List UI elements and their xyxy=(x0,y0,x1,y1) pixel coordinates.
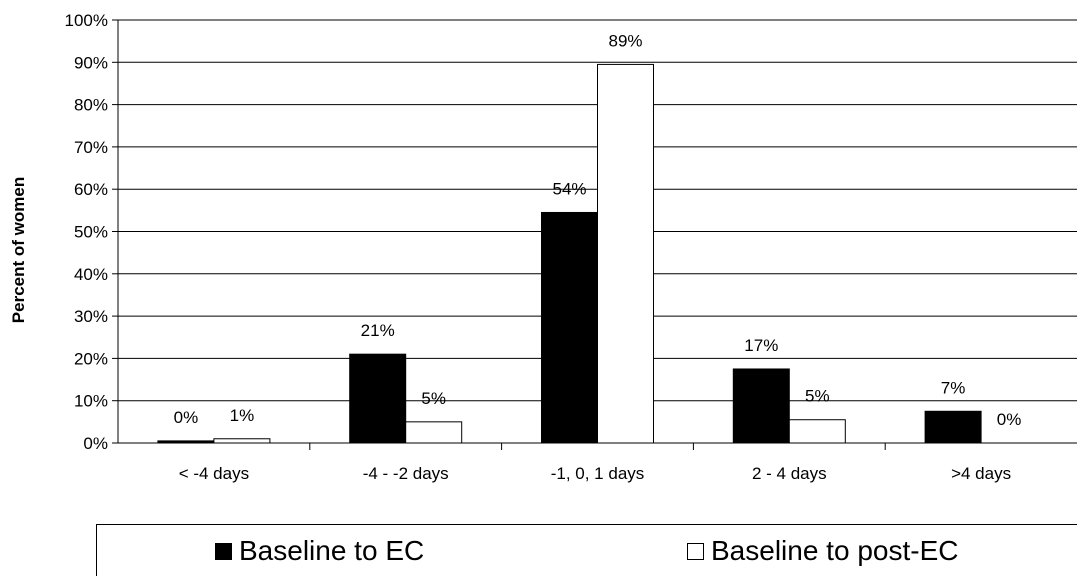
y-tick-label: 0% xyxy=(83,434,108,453)
data-label: 54% xyxy=(552,179,586,198)
bar xyxy=(349,353,407,444)
data-label: 1% xyxy=(230,406,255,425)
bar xyxy=(541,211,598,444)
y-tick-label: 100% xyxy=(65,11,108,30)
data-label: 0% xyxy=(174,408,199,427)
legend-swatch-baseline-to-post-ec xyxy=(687,542,704,560)
y-axis-label: Percent of women xyxy=(9,177,28,323)
bar xyxy=(597,63,654,444)
bar xyxy=(732,368,790,444)
data-label: 89% xyxy=(608,31,642,50)
y-tick-label: 40% xyxy=(74,265,108,284)
legend-item-baseline-to-ec: Baseline to EC xyxy=(215,535,424,567)
bar xyxy=(924,410,982,444)
y-axis-ticks: 0% 10% 20% 30% 40% 50% 60% 70% 80% 90% 100% xyxy=(65,11,118,453)
data-label: 17% xyxy=(744,336,778,355)
legend-label-baseline-to-ec: Baseline to EC xyxy=(239,535,425,566)
x-tick-label: < -4 days xyxy=(179,464,249,483)
bar xyxy=(788,419,846,444)
bar xyxy=(213,438,271,444)
bars: 0% 1% 21% 5% 54% 89% 17% 5% 7% 0% xyxy=(157,31,1022,444)
y-tick-label: 50% xyxy=(74,223,108,242)
legend: Baseline to EC Baseline to post-EC xyxy=(96,524,1077,576)
legend-item-baseline-to-post-ec: Baseline to post-EC xyxy=(687,535,958,567)
y-tick-label: 90% xyxy=(74,53,108,72)
legend-swatch-baseline-to-ec xyxy=(215,542,232,560)
y-tick-label: 60% xyxy=(74,180,108,199)
x-tick-label: 2 - 4 days xyxy=(752,464,827,483)
legend-label-baseline-to-post-ec: Baseline to post-EC xyxy=(711,535,959,566)
data-label: 5% xyxy=(805,387,830,406)
x-tick-label: -4 - -2 days xyxy=(363,464,449,483)
data-label: 7% xyxy=(941,378,966,397)
x-tick-label: -1, 0, 1 days xyxy=(551,464,645,483)
y-tick-label: 10% xyxy=(74,392,108,411)
y-tick-label: 20% xyxy=(74,349,108,368)
y-tick-label: 70% xyxy=(74,138,108,157)
y-tick-label: 30% xyxy=(74,307,108,326)
data-label: 5% xyxy=(421,389,446,408)
x-tick-label: >4 days xyxy=(951,464,1011,483)
data-label: 0% xyxy=(997,410,1022,429)
y-tick-label: 80% xyxy=(74,96,108,115)
data-label: 21% xyxy=(361,321,395,340)
bar xyxy=(405,421,463,444)
x-axis-ticks: < -4 days -4 - -2 days -1, 0, 1 days 2 - 4 … xyxy=(179,443,1011,483)
